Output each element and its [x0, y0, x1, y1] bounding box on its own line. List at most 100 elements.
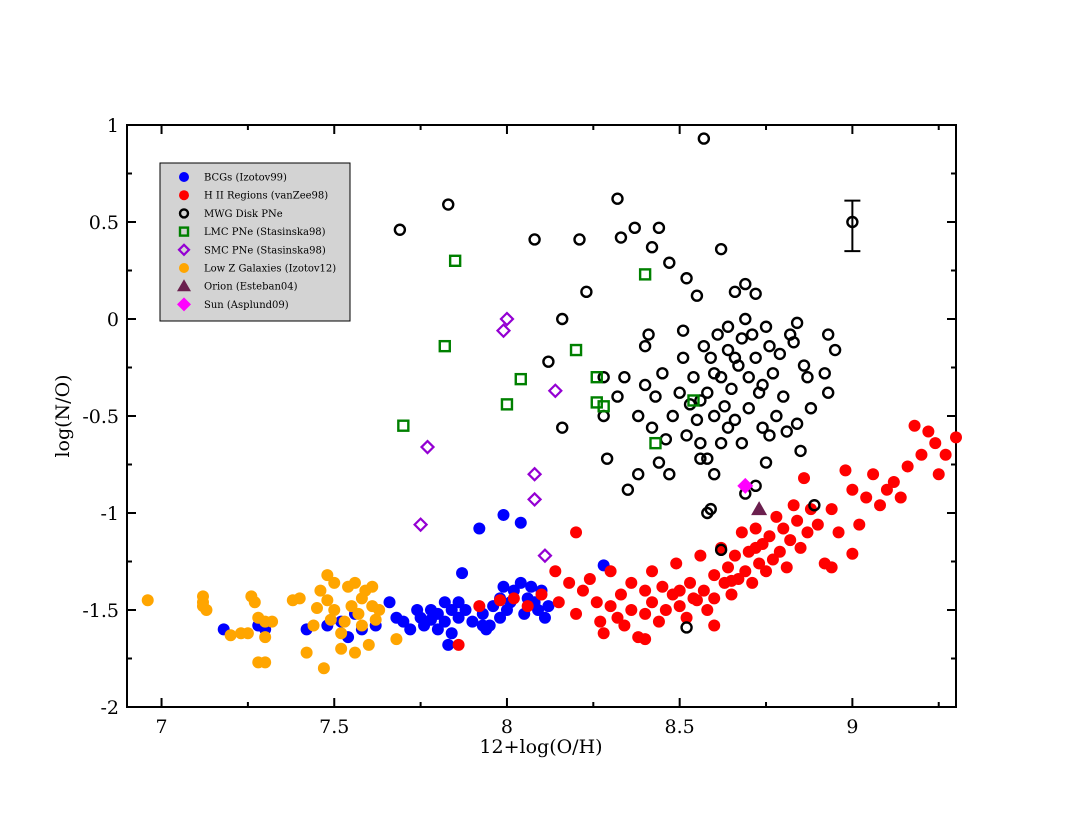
legend-label: MWG Disk PNe: [204, 209, 283, 220]
data-point: [645, 421, 659, 434]
data-point: [625, 604, 638, 616]
data-point: [473, 522, 486, 535]
data-point: [690, 413, 704, 427]
data-point: [798, 472, 811, 485]
data-point: [266, 615, 279, 628]
data-point: [362, 638, 375, 651]
series-lmc-pne-stasinska98: [397, 254, 700, 450]
series-sun-asplund09: [737, 477, 754, 494]
data-point: [649, 436, 662, 450]
data-point: [583, 572, 596, 585]
data-point: [708, 592, 721, 605]
data-point: [366, 580, 379, 593]
data-point: [448, 254, 462, 268]
data-point: [746, 328, 759, 341]
data-point: [673, 584, 686, 597]
data-point: [438, 615, 451, 628]
data-point: [532, 604, 545, 616]
data-point: [597, 627, 610, 640]
data-point: [722, 561, 735, 574]
legend-label: SMC PNe (Stasinska98): [204, 245, 326, 256]
data-point: [680, 429, 693, 442]
data-point: [718, 400, 731, 413]
data-point: [728, 351, 742, 364]
data-point: [542, 600, 555, 613]
data-point: [839, 464, 852, 477]
data-point: [355, 619, 368, 632]
data-point: [542, 355, 555, 368]
data-point: [880, 483, 893, 496]
data-point: [846, 483, 859, 496]
data-point: [790, 316, 804, 330]
data-point: [600, 452, 614, 465]
data-point: [321, 569, 334, 582]
data-point: [547, 383, 563, 399]
data-point: [687, 371, 700, 384]
data-point: [638, 339, 652, 353]
legend-label: LMC PNe (Stasinska98): [204, 227, 326, 238]
data-point: [597, 371, 610, 384]
legend-symbol: [177, 243, 191, 257]
y-tick-label: -1: [100, 503, 119, 525]
data-point: [759, 456, 773, 469]
legend-symbol: [179, 263, 189, 273]
data-point: [625, 576, 638, 589]
data-point: [790, 417, 804, 430]
data-point: [549, 565, 562, 578]
data-point: [594, 615, 607, 628]
data-point: [597, 400, 610, 413]
data-point: [759, 320, 773, 333]
data-point: [846, 547, 859, 560]
data-point: [348, 646, 361, 659]
data-point: [708, 409, 721, 423]
data-point: [514, 516, 527, 529]
data-point: [756, 378, 769, 392]
legend-symbol: [178, 208, 190, 219]
data-point: [639, 584, 652, 597]
series-orion-esteban04: [751, 501, 768, 516]
data-point: [537, 548, 553, 564]
error-bar: [844, 199, 861, 253]
data-point: [413, 517, 429, 533]
data-point: [563, 576, 576, 589]
data-point: [590, 596, 603, 609]
data-point: [659, 433, 673, 446]
data-point: [821, 328, 835, 341]
data-point: [348, 576, 361, 589]
data-point: [473, 600, 486, 613]
legend-label: BCGs (Izotov99): [204, 173, 287, 184]
data-point: [780, 561, 793, 574]
data-point: [770, 409, 783, 423]
data-point: [611, 611, 624, 624]
data-point: [452, 596, 465, 609]
data-point: [639, 633, 652, 646]
data-point: [811, 518, 824, 531]
series-h-ii-regions-vanzee98: [452, 419, 962, 651]
data-point: [763, 339, 776, 353]
data-point: [369, 613, 382, 626]
data-point: [580, 285, 593, 299]
data-point: [697, 132, 711, 145]
data-point: [950, 431, 962, 444]
y-tick-label: 0: [107, 309, 119, 331]
data-point: [514, 372, 527, 386]
data-point: [570, 526, 583, 539]
y-tick-label: -1.5: [82, 600, 119, 622]
data-point: [328, 576, 341, 589]
data-points: [141, 132, 962, 675]
data-point: [801, 371, 814, 384]
data-point: [597, 409, 610, 423]
data-point: [697, 339, 711, 353]
data-point: [735, 436, 749, 450]
data-point: [652, 456, 666, 469]
data-point: [431, 607, 444, 620]
data-point: [808, 499, 821, 512]
data-point: [766, 367, 780, 380]
data-point: [200, 604, 213, 616]
data-point: [476, 619, 489, 632]
data-point: [397, 419, 410, 432]
data-point: [499, 311, 515, 327]
data-point: [704, 502, 717, 516]
data-point: [324, 613, 337, 626]
data-point: [763, 429, 776, 442]
